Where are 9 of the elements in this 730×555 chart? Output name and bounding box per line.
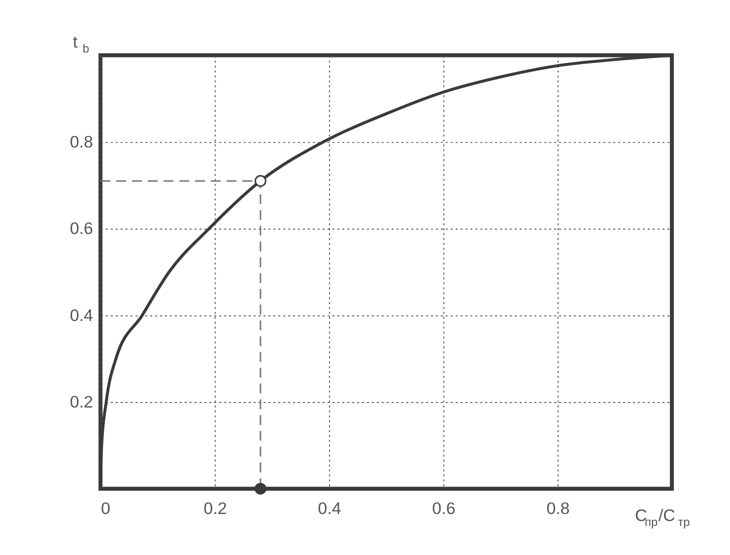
x-tick-label: 0.2 [204,498,227,518]
y-tick-label: 0.6 [70,219,94,238]
y-tick-label: 0.8 [70,132,94,152]
x-tick-label: 0.4 [318,498,342,518]
y-tick-label: 0.2 [70,392,94,412]
x-tick-label: 0 [100,498,110,518]
x-tick-label: 0.8 [546,498,570,518]
x-tick-label: 0.6 [432,498,456,518]
y-tick-label: 0.4 [70,306,94,325]
